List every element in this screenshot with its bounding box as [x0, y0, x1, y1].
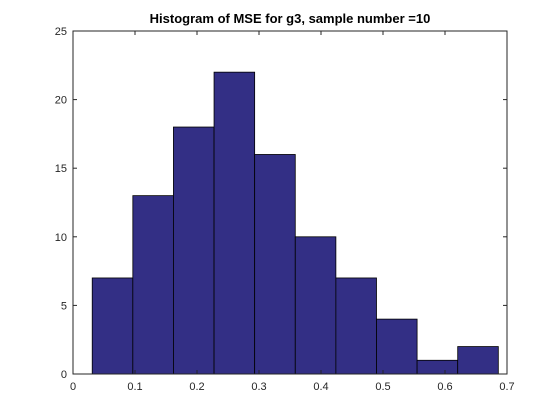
histogram-bar: [335, 277, 377, 375]
x-tick-label: 0.6: [437, 381, 452, 393]
x-axis-ticks: 0 0.1 0.2 0.3 0.4 0.5 0.6 0.7: [70, 31, 515, 393]
x-tick-label: 0.5: [375, 381, 390, 393]
x-tick-label: 0.4: [313, 381, 328, 393]
histogram-bar: [91, 277, 134, 375]
x-tick-label: 0.7: [499, 381, 514, 393]
histogram-bar: [173, 126, 215, 375]
y-tick-label: 25: [55, 26, 67, 38]
axes-box: [72, 30, 508, 375]
histogram-bar: [132, 195, 174, 375]
x-tick-label: 0.2: [189, 381, 204, 393]
y-tick-label: 15: [55, 163, 67, 175]
histogram-bar: [294, 236, 337, 375]
histogram-bar: [213, 71, 256, 375]
histogram-bar: [416, 359, 459, 375]
y-tick-label: 0: [61, 369, 67, 381]
histogram-bar: [254, 154, 296, 375]
y-tick-label: 20: [55, 95, 67, 107]
bars-group: [91, 71, 499, 375]
x-tick-label: 0.1: [127, 381, 142, 393]
histogram-bar: [457, 346, 499, 375]
y-axis-ticks: 0 5 10 15 20 25: [55, 26, 507, 381]
x-tick-label: 0: [70, 381, 76, 393]
y-tick-label: 10: [55, 232, 67, 244]
chart-title: Histogram of MSE for g3, sample number =…: [150, 11, 431, 26]
y-tick-label: 5: [61, 300, 67, 312]
x-tick-label: 0.3: [251, 381, 266, 393]
histogram-bar: [376, 318, 418, 375]
